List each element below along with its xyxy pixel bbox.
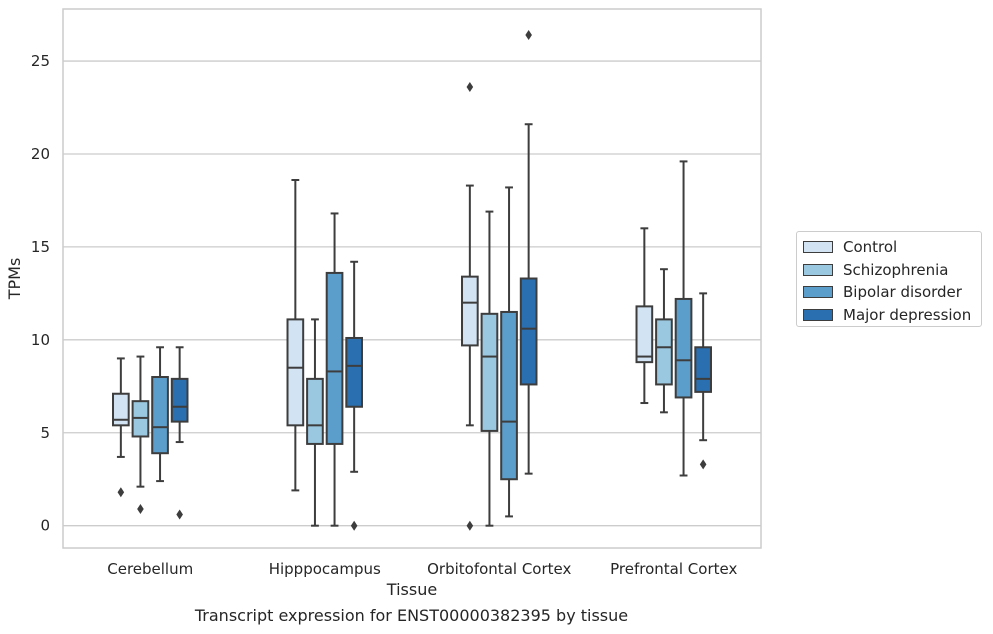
y-axis-ticks: 0 5 10 15 20 25 — [31, 52, 50, 535]
y-tick-label: 25 — [31, 52, 50, 70]
box — [519, 277, 538, 386]
outlier-point — [466, 82, 474, 93]
box-plot-area — [112, 30, 712, 531]
box — [655, 318, 673, 386]
x-tick-label: Hipppocampus — [269, 560, 381, 578]
box-group — [345, 260, 363, 531]
y-tick-label: 20 — [31, 145, 50, 163]
box-group — [151, 346, 169, 483]
box-group — [461, 82, 479, 531]
legend-label: Major depression — [843, 305, 972, 324]
box-group — [112, 357, 130, 498]
x-axis-ticks: Cerebellum Hipppocampus Orbitofontal Corte… — [107, 560, 737, 578]
outlier-point — [137, 503, 144, 514]
x-tick-label: Cerebellum — [107, 560, 193, 578]
y-axis-label: TPMs — [5, 258, 24, 301]
legend-swatch — [803, 241, 833, 254]
outlier-point — [699, 459, 707, 470]
box-group — [694, 292, 712, 470]
x-tick-label: Orbitofontal Cortex — [427, 560, 571, 578]
box — [461, 275, 479, 347]
legend-label: Control — [843, 238, 898, 257]
box — [306, 377, 324, 445]
grid-lines — [63, 60, 761, 527]
legend-item: Control — [803, 236, 975, 259]
outlier-point — [466, 520, 474, 531]
plot-frame — [62, 8, 762, 549]
box-group — [131, 355, 150, 514]
legend: Control Schizophrenia Bipolar disorder Majo… — [796, 231, 982, 327]
y-tick-label: 15 — [31, 238, 50, 256]
box — [286, 318, 305, 427]
outlier-point — [117, 487, 125, 498]
y-tick-label: 10 — [31, 331, 50, 349]
legend-item: Schizophrenia — [803, 259, 975, 282]
legend-item: Major depression — [803, 304, 975, 327]
legend-label: Bipolar disorder — [843, 283, 962, 302]
legend-swatch — [803, 263, 833, 276]
box — [635, 305, 654, 364]
y-tick-label: 5 — [40, 424, 50, 442]
outlier-point — [350, 520, 358, 531]
legend-swatch — [803, 308, 833, 321]
box — [345, 336, 363, 408]
box — [500, 310, 518, 481]
box-group — [306, 318, 324, 527]
box-group — [480, 210, 499, 527]
box-group — [635, 227, 654, 405]
box — [170, 377, 189, 423]
box-group — [325, 212, 344, 527]
legend-label: Schizophrenia — [843, 260, 949, 279]
box-group — [500, 186, 518, 518]
box-group — [655, 268, 673, 414]
chart-caption: Transcript expression for ENST0000038239… — [194, 606, 629, 625]
box-group — [286, 178, 305, 492]
outlier-point — [176, 509, 183, 520]
box — [480, 312, 499, 432]
box — [112, 392, 130, 427]
box — [325, 271, 344, 445]
x-tick-label: Prefrontal Cortex — [610, 560, 737, 578]
legend-item: Bipolar disorder — [803, 281, 975, 304]
legend-swatch — [803, 286, 833, 299]
box-group — [519, 30, 538, 475]
box-group — [170, 346, 189, 520]
box — [694, 346, 712, 393]
box — [674, 297, 693, 399]
box — [151, 376, 169, 455]
outlier-point — [525, 30, 532, 41]
y-tick-label: 0 — [40, 517, 50, 535]
x-axis-label: Tissue — [386, 580, 437, 599]
box-group — [674, 160, 693, 477]
